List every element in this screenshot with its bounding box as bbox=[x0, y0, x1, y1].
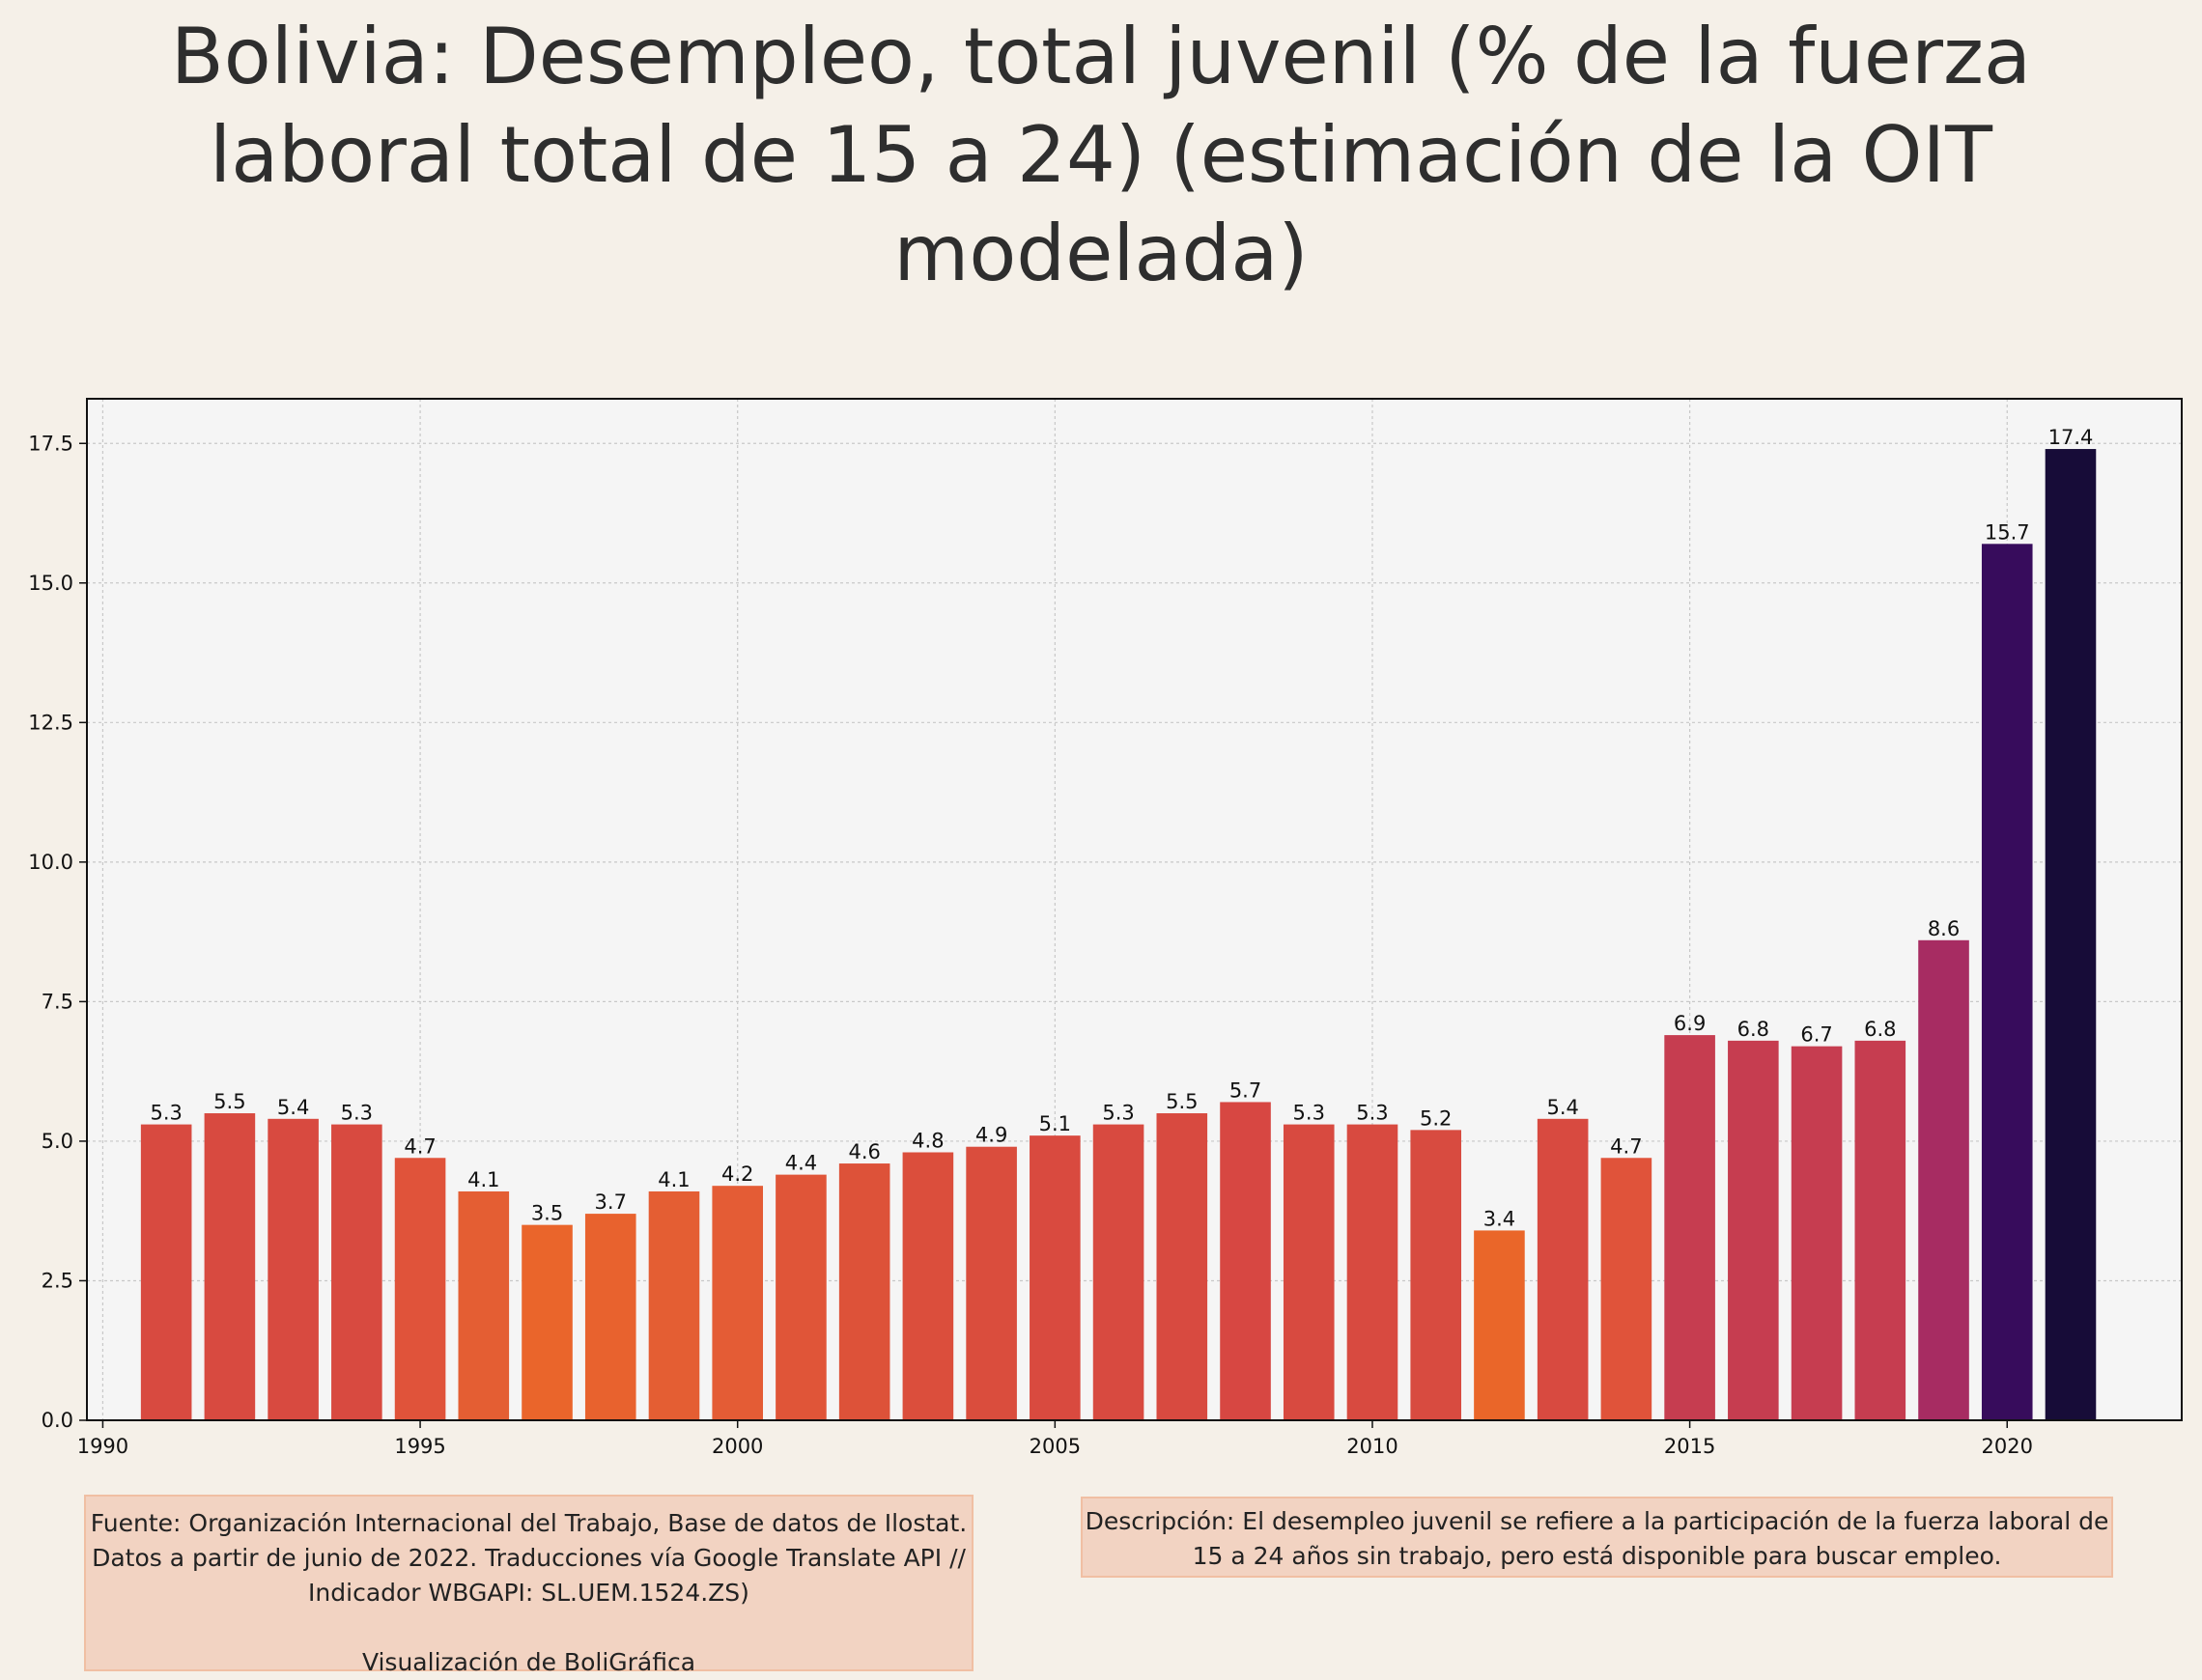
data-label: 4.6 bbox=[848, 1140, 880, 1163]
bar bbox=[458, 1190, 510, 1420]
description-box: Descripción: El desempleo juvenil se ref… bbox=[1081, 1497, 2113, 1578]
y-axis: 0.0 2.5 5.0 7.5 10.0 12.5 15.0 17.5 bbox=[28, 432, 87, 1432]
plot-frame bbox=[86, 398, 2183, 1421]
bar bbox=[902, 1152, 954, 1420]
chart-title: Bolivia: Desempleo, total juvenil (% de … bbox=[170, 12, 2032, 298]
data-label: 5.3 bbox=[1356, 1102, 1388, 1125]
bar bbox=[1664, 1035, 1715, 1420]
x-tick-label: 2005 bbox=[1030, 1435, 1081, 1458]
data-label: 5.7 bbox=[1229, 1078, 1261, 1102]
bar bbox=[966, 1146, 1017, 1420]
source-text: Fuente: Organización Internacional del T… bbox=[90, 1509, 968, 1607]
y-tick-label: 7.5 bbox=[42, 990, 73, 1013]
bars bbox=[140, 449, 2097, 1420]
bar bbox=[648, 1190, 700, 1420]
bar bbox=[331, 1124, 382, 1420]
bar bbox=[2045, 449, 2097, 1420]
data-label: 4.9 bbox=[975, 1124, 1007, 1147]
data-label: 3.4 bbox=[1483, 1207, 1515, 1230]
bar bbox=[1854, 1040, 1906, 1420]
data-label: 6.8 bbox=[1864, 1018, 1896, 1041]
bar bbox=[1156, 1113, 1208, 1420]
bar bbox=[268, 1118, 319, 1420]
bar bbox=[1220, 1102, 1271, 1420]
bar bbox=[140, 1124, 192, 1420]
bar bbox=[1410, 1130, 1461, 1420]
bar bbox=[1981, 544, 2033, 1420]
data-label: 5.1 bbox=[1039, 1112, 1071, 1135]
data-label: 4.7 bbox=[1610, 1134, 1642, 1158]
x-tick-label: 1990 bbox=[77, 1435, 128, 1458]
data-label: 5.5 bbox=[213, 1090, 245, 1113]
description-text: Descripción: El desempleo juvenil se ref… bbox=[1085, 1507, 2109, 1570]
bar bbox=[1474, 1230, 1525, 1420]
data-label: 6.7 bbox=[1800, 1023, 1832, 1047]
data-label: 4.7 bbox=[404, 1134, 436, 1158]
x-tick-label: 2010 bbox=[1346, 1435, 1397, 1458]
bar bbox=[204, 1113, 256, 1420]
x-tick-label: 2020 bbox=[1982, 1435, 2033, 1458]
x-axis: 1990 1995 2000 2005 2010 2015 2020 bbox=[77, 1420, 2033, 1458]
y-tick-label: 15.0 bbox=[28, 572, 73, 595]
bar bbox=[1918, 939, 1969, 1420]
data-label: 3.7 bbox=[595, 1190, 627, 1214]
bar bbox=[584, 1214, 636, 1420]
x-tick-label: 2000 bbox=[712, 1435, 763, 1458]
bar bbox=[712, 1186, 763, 1420]
data-label: 5.5 bbox=[1166, 1090, 1198, 1113]
bar bbox=[1791, 1046, 1843, 1420]
data-label: 4.2 bbox=[721, 1162, 753, 1186]
data-label: 5.3 bbox=[341, 1102, 373, 1125]
bar bbox=[1283, 1124, 1335, 1420]
data-label: 4.8 bbox=[912, 1129, 944, 1152]
x-tick-label: 2015 bbox=[1664, 1435, 1715, 1458]
bar bbox=[522, 1224, 573, 1420]
data-label: 4.1 bbox=[658, 1168, 690, 1191]
value-labels: 5.3 5.5 5.4 5.3 4.7 4.1 3.5 3.7 4.1 4.2 4.4 4.6 4.8 4… bbox=[150, 426, 2093, 1230]
y-tick-label: 17.5 bbox=[28, 432, 73, 455]
bar bbox=[394, 1158, 446, 1420]
data-label: 5.4 bbox=[277, 1096, 309, 1119]
bar bbox=[838, 1163, 890, 1420]
data-label: 5.3 bbox=[1102, 1102, 1134, 1125]
data-label: 3.5 bbox=[531, 1202, 563, 1225]
y-tick-label: 5.0 bbox=[42, 1130, 73, 1153]
y-tick-label: 10.0 bbox=[28, 851, 73, 874]
bar-chart: 5.3 5.5 5.4 5.3 4.7 4.1 3.5 3.7 4.1 4.2 4.4 4.6 4.8 4… bbox=[28, 398, 2183, 1458]
data-label: 15.7 bbox=[1985, 520, 2030, 544]
data-label: 5.3 bbox=[150, 1102, 182, 1125]
source-box: Fuente: Organización Internacional del T… bbox=[84, 1495, 974, 1676]
y-tick-label: 2.5 bbox=[42, 1269, 73, 1292]
y-tick-label: 0.0 bbox=[42, 1409, 73, 1432]
x-tick-label: 1995 bbox=[394, 1435, 445, 1458]
data-label: 4.1 bbox=[467, 1168, 499, 1191]
bar bbox=[1346, 1124, 1398, 1420]
data-label: 8.6 bbox=[1928, 917, 1960, 940]
bar bbox=[1092, 1124, 1144, 1420]
data-label: 5.2 bbox=[1420, 1106, 1452, 1130]
data-label: 6.8 bbox=[1737, 1018, 1769, 1041]
data-label: 4.4 bbox=[785, 1152, 817, 1175]
data-label: 5.3 bbox=[1293, 1102, 1325, 1125]
data-label: 17.4 bbox=[2048, 426, 2094, 449]
y-tick-label: 12.5 bbox=[28, 711, 73, 734]
data-label: 6.9 bbox=[1674, 1012, 1706, 1035]
bar bbox=[1537, 1118, 1589, 1420]
credit-text: Visualización de BoliGráfica bbox=[361, 1648, 696, 1676]
bar bbox=[776, 1174, 827, 1420]
data-label: 5.4 bbox=[1546, 1096, 1578, 1119]
bar bbox=[1030, 1135, 1081, 1420]
bar bbox=[1600, 1158, 1652, 1420]
bar bbox=[1728, 1040, 1779, 1420]
